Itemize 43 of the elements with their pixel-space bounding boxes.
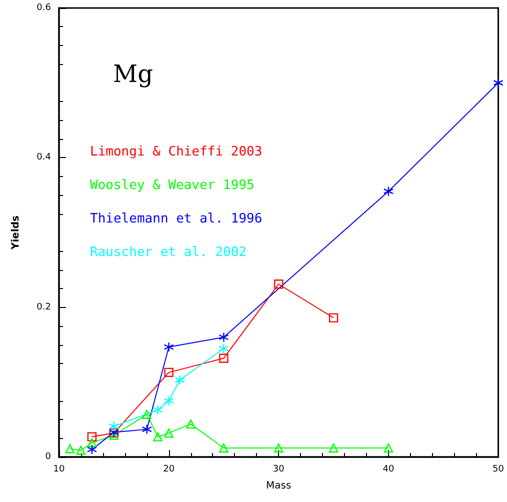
point (164, 342, 174, 352)
point (164, 396, 174, 406)
y-axis-title: Yields (10, 215, 22, 250)
point (219, 354, 228, 363)
x-tick-label: 10 (53, 464, 65, 474)
point (65, 444, 75, 454)
text: Rauscher et al. 2002 (90, 245, 247, 260)
point (328, 443, 338, 453)
x-axis-title: Mass (266, 480, 292, 492)
point (164, 368, 174, 378)
point (219, 443, 228, 453)
text: Thielemann et al. 1996 (90, 212, 262, 226)
point (153, 432, 162, 442)
point (274, 443, 284, 453)
point (493, 78, 504, 88)
x-tick-label: 40 (382, 464, 394, 474)
annotation: Mg (113, 60, 153, 88)
point (164, 428, 174, 438)
y-tick-label: 0.2 (36, 302, 51, 312)
point (87, 438, 97, 448)
text: Limongi & Chieffi 2003 (90, 144, 262, 160)
point (218, 343, 229, 354)
point (274, 280, 284, 289)
point (87, 432, 97, 442)
point (76, 446, 86, 455)
point (86, 444, 98, 455)
point (142, 410, 152, 419)
y-tick-label: 0.4 (36, 152, 52, 163)
point (384, 443, 394, 453)
point (218, 332, 229, 342)
x-tick-label: 30 (272, 464, 285, 474)
x-tick-label: 50 (492, 464, 504, 474)
point (186, 419, 196, 429)
x-tick-label: 20 (163, 464, 175, 474)
y-tick-label: 0 (45, 452, 52, 462)
point (383, 186, 394, 196)
point (108, 421, 120, 432)
point (142, 424, 152, 434)
point (174, 374, 185, 386)
y-tick-label: 0.6 (36, 3, 52, 13)
point (328, 313, 338, 322)
point (152, 404, 163, 415)
text: Woosley & Weaver 1995 (90, 178, 254, 193)
